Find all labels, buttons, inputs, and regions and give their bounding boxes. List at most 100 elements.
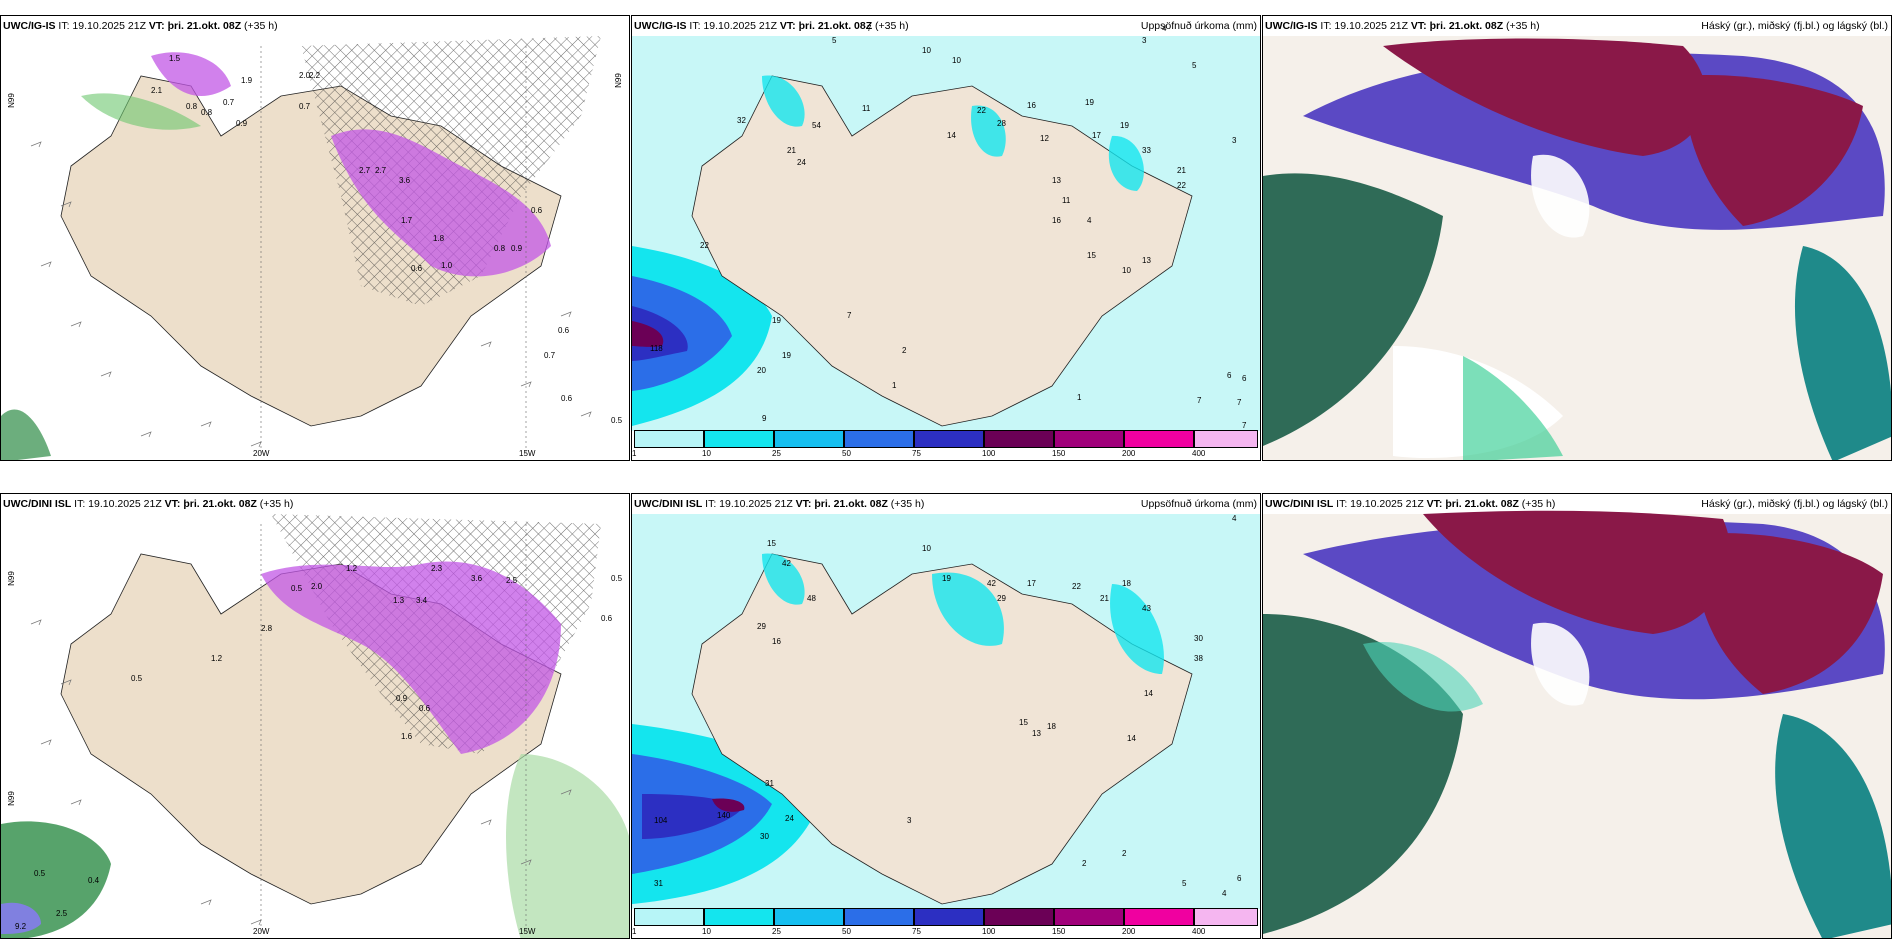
value-label: 13 <box>1032 729 1041 738</box>
value-label: 22 <box>700 241 709 250</box>
colorbar-tick: 100 <box>982 449 996 458</box>
value-label: 0.6 <box>601 614 613 623</box>
value-label: 2.7 <box>375 166 387 175</box>
value-label: 12 <box>1040 134 1049 143</box>
panel-variable-title: Háský (gr.), miðský (fj.bl.) og lágský (… <box>1701 20 1888 32</box>
value-label: 0.6 <box>531 206 543 215</box>
value-label: 7 <box>1242 421 1247 430</box>
value-label: 30 <box>760 832 769 841</box>
colorbar-swatch <box>704 430 774 448</box>
value-label: 18 <box>1122 579 1131 588</box>
value-label: 11 <box>1062 196 1071 205</box>
value-label: 0.7 <box>223 98 235 107</box>
sea-precip <box>712 798 745 812</box>
lon-label: 15W <box>519 449 536 458</box>
colorbar-swatch <box>1194 908 1258 926</box>
lon-label: 20W <box>253 449 270 458</box>
value-label: 2.8 <box>261 624 273 633</box>
value-label: 2 <box>1082 859 1087 868</box>
panel-variable-title: Uppsöfnuð úrkoma (mm) <box>1140 20 1257 32</box>
value-label: 17 <box>1092 131 1101 140</box>
precip-colorbar: 1 10 25 50 75 100 150 200 400 <box>632 430 1258 458</box>
value-label: 1.7 <box>401 216 413 225</box>
colorbar-tick: 25 <box>772 449 781 458</box>
value-label: 1 <box>1077 393 1082 402</box>
wind-panel-ig-is: UWC/IG-IS IT: 19.10.2025 21Z VT: þri. 21… <box>0 15 630 461</box>
colorbar-swatch <box>844 430 914 448</box>
value-label: 104 <box>654 816 668 825</box>
panel-header: UWC/DINI ISL IT: 19.10.2025 21Z VT: þri.… <box>1265 498 1556 510</box>
map-canvas <box>1 36 601 460</box>
colorbar-swatch <box>1054 430 1124 448</box>
value-label: 118 <box>650 344 663 353</box>
panel-header: UWC/DINI ISL IT: 19.10.2025 21Z VT: þri.… <box>634 498 925 510</box>
green-area <box>1 409 51 460</box>
value-label: 6 <box>1237 874 1242 883</box>
value-label: 0.5 <box>131 674 143 683</box>
value-label: 3 <box>1142 36 1147 45</box>
value-label: 0.8 <box>201 108 213 117</box>
colorbar-swatch <box>914 430 984 448</box>
cloud-panel-dini: UWC/DINI ISL IT: 19.10.2025 21Z VT: þri.… <box>1262 493 1892 939</box>
value-label: 3.6 <box>399 176 411 185</box>
value-label: 0.8 <box>186 102 198 111</box>
green-area <box>506 754 629 938</box>
value-label: 15 <box>1019 718 1028 727</box>
value-label: 2 <box>902 346 907 355</box>
value-label: 0.9 <box>396 694 408 703</box>
value-label: 10 <box>1122 266 1131 275</box>
value-label: 3 <box>907 816 912 825</box>
precip-panel-dini: UWC/DINI ISL IT: 19.10.2025 21Z VT: þri.… <box>631 493 1261 939</box>
precip-colorbar: 1 10 25 50 75 100 150 200 400 <box>632 908 1258 936</box>
colorbar-swatch <box>1054 908 1124 926</box>
value-label: 13 <box>1052 176 1061 185</box>
lat-label: N99 <box>614 73 624 88</box>
value-label: 2.5 <box>56 909 68 918</box>
value-label: 24 <box>785 814 794 823</box>
value-label: 140 <box>717 811 731 820</box>
value-label: 17 <box>1027 579 1036 588</box>
colorbar-swatch <box>984 430 1054 448</box>
value-label: 18 <box>1047 722 1056 731</box>
value-label: 0.5 <box>611 574 623 583</box>
value-label: 48 <box>807 594 816 603</box>
purple-band <box>331 129 551 277</box>
wind-panel-dini: UWC/DINI ISL IT: 19.10.2025 21Z VT: þri.… <box>0 493 630 939</box>
value-label: 7 <box>1197 396 1202 405</box>
colorbar-swatch <box>844 908 914 926</box>
map-canvas <box>632 514 1260 909</box>
value-label: 0.7 <box>544 351 556 360</box>
value-label: 21 <box>787 146 796 155</box>
value-label: 0.9 <box>236 119 248 128</box>
value-label: 43 <box>1142 604 1151 613</box>
value-label: 42 <box>987 579 996 588</box>
map-canvas <box>1 514 629 938</box>
colorbar-tick: 150 <box>1052 449 1066 458</box>
colorbar-swatch <box>774 430 844 448</box>
value-label: 1.5 <box>169 54 181 63</box>
value-label: 0.5 <box>34 869 46 878</box>
value-label: 10 <box>922 46 931 55</box>
map-canvas <box>632 36 1260 431</box>
value-label: 3.6 <box>471 574 483 583</box>
lon-label: 20W <box>253 927 270 936</box>
colorbar-swatch <box>634 908 704 926</box>
colorbar-swatch <box>634 430 704 448</box>
value-label: 16 <box>772 637 781 646</box>
value-label: 21 <box>1177 166 1186 175</box>
colorbar-tick: 200 <box>1122 449 1136 458</box>
value-label: 21 <box>1100 594 1109 603</box>
value-label: 1.8 <box>433 234 445 243</box>
value-label: 16 <box>1027 101 1036 110</box>
value-label: 31 <box>765 779 774 788</box>
value-label: 3.4 <box>416 596 428 605</box>
value-label: 4 <box>1087 216 1092 225</box>
colorbar-swatch <box>984 908 1054 926</box>
colorbar-tick: 400 <box>1192 927 1206 936</box>
colorbar-tick: 400 <box>1192 449 1206 458</box>
colorbar-tick: 200 <box>1122 927 1136 936</box>
value-label: 19 <box>1120 121 1129 130</box>
panel-variable-title: Háský (gr.), miðský (fj.bl.) og lágský (… <box>1701 498 1888 510</box>
value-label: 6 <box>1242 374 1247 383</box>
value-label: 13 <box>1142 256 1151 265</box>
